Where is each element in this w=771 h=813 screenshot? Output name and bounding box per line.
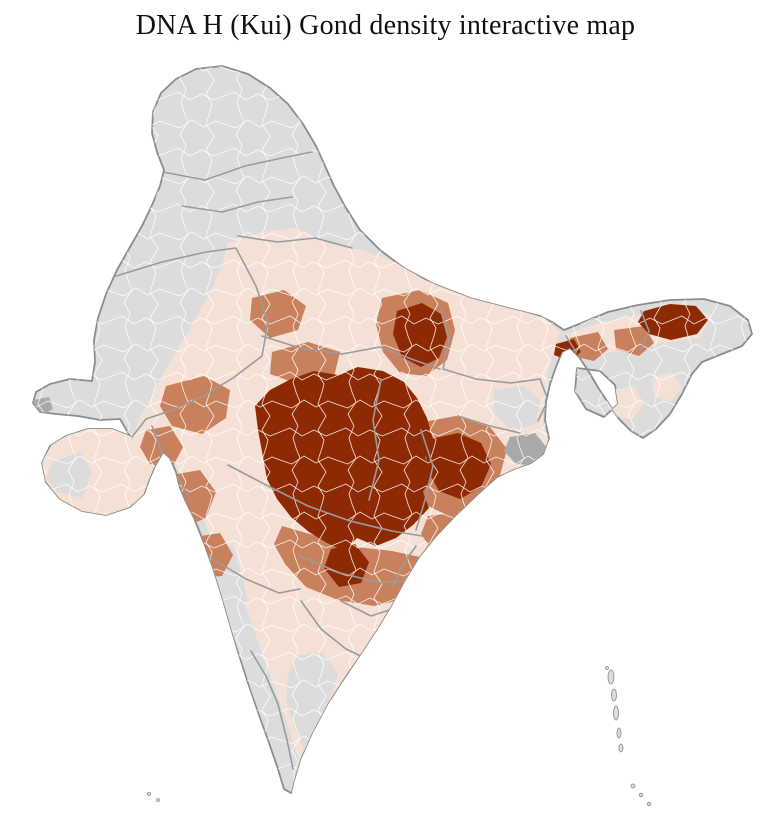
region-lakshadweep-islands[interactable] [147,792,160,802]
map-title: DNA H (Kui) Gond density interactive map [135,10,636,41]
region-andaman-islands[interactable] [605,666,624,753]
region-nicobar-islands[interactable] [630,783,652,807]
